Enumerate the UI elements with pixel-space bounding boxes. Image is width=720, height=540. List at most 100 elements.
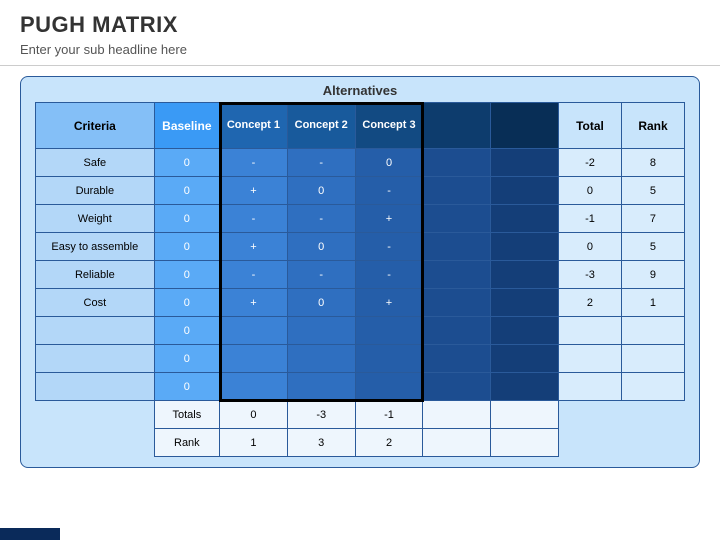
concept-cell — [423, 289, 491, 317]
concept-cell: - — [287, 261, 355, 289]
rank-header: Rank — [621, 103, 684, 149]
concept-cell: 0 — [355, 149, 423, 177]
rank-val-0: 1 — [220, 429, 288, 457]
criteria-cell — [36, 345, 155, 373]
criteria-cell: Cost — [36, 289, 155, 317]
concept-cell — [491, 373, 559, 401]
footer-strip — [0, 528, 720, 540]
concept-cell — [423, 317, 491, 345]
criteria-cell: Reliable — [36, 261, 155, 289]
pugh-table: Criteria Baseline Concept 1 Concept 2 Co… — [35, 102, 685, 457]
concept-cell — [287, 317, 355, 345]
table-row: Safe0--0-28 — [36, 149, 685, 177]
total-cell: -2 — [559, 149, 622, 177]
concept-cell — [355, 317, 423, 345]
concept-cell — [423, 149, 491, 177]
concept-cell: + — [355, 205, 423, 233]
rank-val-3 — [423, 429, 491, 457]
criteria-cell: Easy to assemble — [36, 233, 155, 261]
baseline-header: Baseline — [154, 103, 219, 149]
concept-header-2: Concept 3 — [355, 103, 423, 149]
rank-val-4 — [491, 429, 559, 457]
concept-cell: - — [355, 261, 423, 289]
criteria-cell: Weight — [36, 205, 155, 233]
criteria-cell — [36, 317, 155, 345]
page: PUGH MATRIX Enter your sub headline here… — [0, 0, 720, 540]
alternatives-label: Alternatives — [35, 83, 685, 98]
table-wrap: Criteria Baseline Concept 1 Concept 2 Co… — [35, 102, 685, 457]
concept-cell: - — [220, 261, 288, 289]
baseline-cell: 0 — [154, 177, 219, 205]
concept-cell — [423, 261, 491, 289]
concept-cell — [491, 317, 559, 345]
footer-accent — [0, 528, 60, 540]
concept-cell — [491, 149, 559, 177]
concept-cell: - — [355, 177, 423, 205]
table-row: Weight0--+-17 — [36, 205, 685, 233]
rank-label: Rank — [154, 429, 219, 457]
concept-header-3 — [423, 103, 491, 149]
concept-cell: 0 — [287, 233, 355, 261]
totals-label: Totals — [154, 401, 219, 429]
table-body: Safe0--0-28Durable0+0-05Weight0--+-17Eas… — [36, 149, 685, 401]
baseline-cell: 0 — [154, 373, 219, 401]
concept-cell — [220, 317, 288, 345]
concept-cell: 0 — [287, 289, 355, 317]
concept-cell: - — [220, 205, 288, 233]
concept-cell: + — [220, 177, 288, 205]
total-cell — [559, 345, 622, 373]
concept-cell — [355, 373, 423, 401]
concept-cell: - — [355, 233, 423, 261]
header: PUGH MATRIX Enter your sub headline here — [0, 0, 720, 66]
total-cell: 2 — [559, 289, 622, 317]
concept-cell — [220, 373, 288, 401]
concept-cell — [491, 177, 559, 205]
table-row: 0 — [36, 345, 685, 373]
baseline-cell: 0 — [154, 233, 219, 261]
concept-cell — [491, 345, 559, 373]
page-title: PUGH MATRIX — [20, 12, 700, 38]
rank-cell: 5 — [621, 177, 684, 205]
total-header: Total — [559, 103, 622, 149]
rank-cell: 1 — [621, 289, 684, 317]
concept-cell — [491, 233, 559, 261]
total-cell: 0 — [559, 233, 622, 261]
criteria-header: Criteria — [36, 103, 155, 149]
baseline-cell: 0 — [154, 317, 219, 345]
rank-cell: 5 — [621, 233, 684, 261]
concept-cell — [423, 345, 491, 373]
concept-cell — [491, 261, 559, 289]
totals-val-0: 0 — [220, 401, 288, 429]
rank-cell: 8 — [621, 149, 684, 177]
total-cell: -3 — [559, 261, 622, 289]
rank-row: Rank 1 3 2 — [36, 429, 685, 457]
rank-cell — [621, 373, 684, 401]
criteria-cell — [36, 373, 155, 401]
total-cell: -1 — [559, 205, 622, 233]
table-row: Durable0+0-05 — [36, 177, 685, 205]
concept-cell — [423, 205, 491, 233]
baseline-cell: 0 — [154, 261, 219, 289]
table-row: Cost0+0+21 — [36, 289, 685, 317]
concept-cell: + — [220, 233, 288, 261]
criteria-cell: Durable — [36, 177, 155, 205]
baseline-cell: 0 — [154, 345, 219, 373]
totals-val-1: -3 — [287, 401, 355, 429]
concept-cell: 0 — [287, 177, 355, 205]
total-cell — [559, 317, 622, 345]
concept-cell: + — [355, 289, 423, 317]
baseline-cell: 0 — [154, 289, 219, 317]
totals-row: Totals 0 -3 -1 — [36, 401, 685, 429]
concept-cell — [287, 373, 355, 401]
baseline-cell: 0 — [154, 205, 219, 233]
header-row: Criteria Baseline Concept 1 Concept 2 Co… — [36, 103, 685, 149]
total-cell — [559, 373, 622, 401]
rank-cell: 9 — [621, 261, 684, 289]
concept-cell: - — [287, 149, 355, 177]
rank-cell — [621, 345, 684, 373]
concept-cell — [423, 177, 491, 205]
concept-header-0: Concept 1 — [220, 103, 288, 149]
total-cell: 0 — [559, 177, 622, 205]
table-row: Easy to assemble0+0-05 — [36, 233, 685, 261]
concept-cell — [220, 345, 288, 373]
